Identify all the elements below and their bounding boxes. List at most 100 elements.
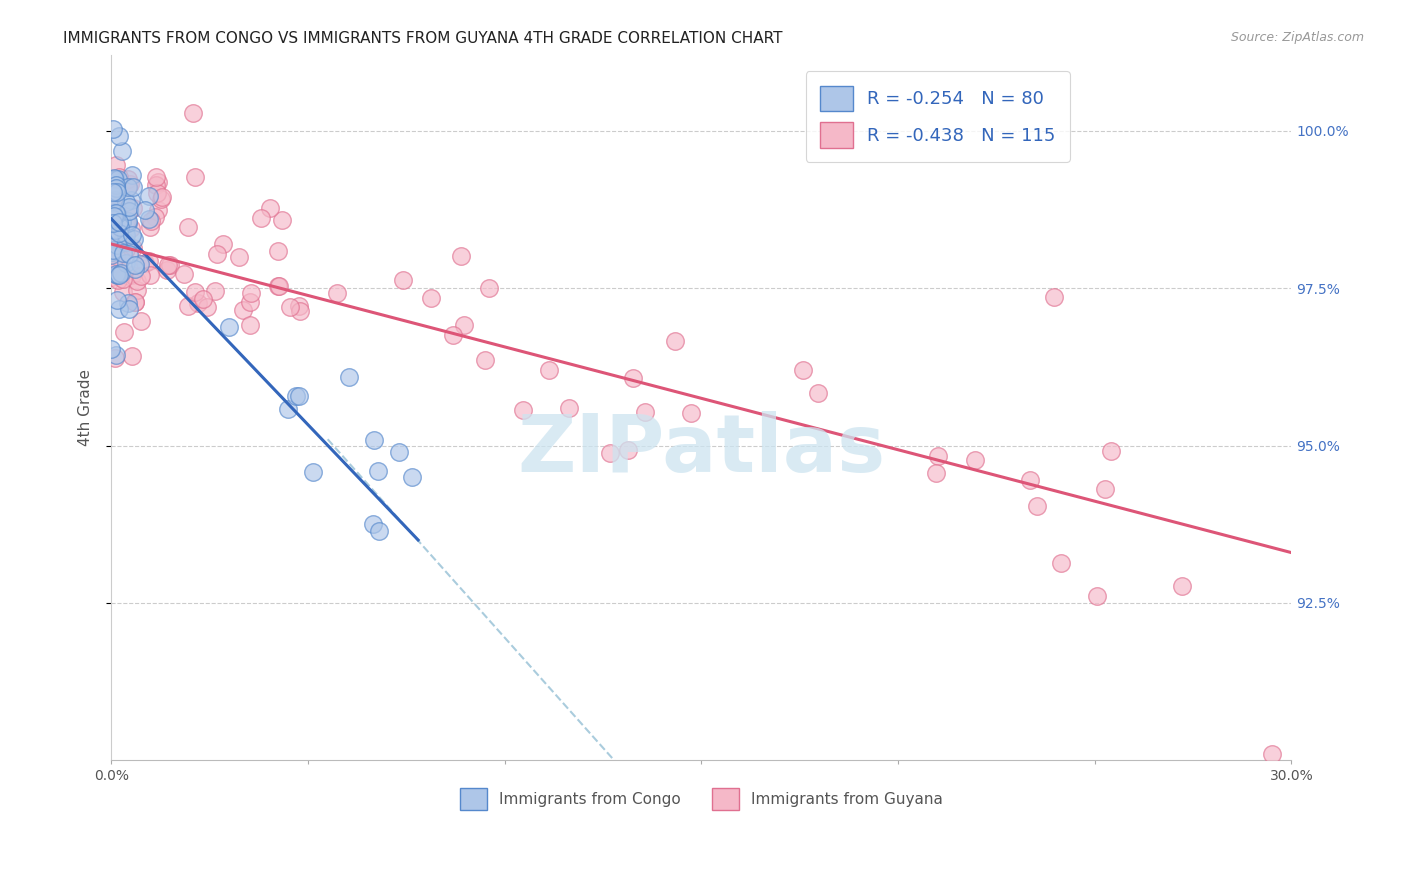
- Point: [121, 241, 143, 255]
- Point: [239, 318, 262, 332]
- Point: [117, 180, 139, 194]
- Point: [388, 445, 411, 459]
- Point: [664, 334, 686, 348]
- Point: [100, 247, 122, 261]
- Point: [146, 175, 169, 189]
- Point: [103, 212, 125, 227]
- Point: [112, 325, 135, 339]
- Point: [101, 202, 124, 216]
- Point: [107, 228, 129, 243]
- Point: [267, 279, 290, 293]
- Point: [681, 406, 703, 420]
- Point: [117, 171, 139, 186]
- Point: [129, 269, 152, 284]
- Point: [100, 244, 122, 259]
- Point: [103, 228, 125, 243]
- Point: [288, 299, 311, 313]
- Point: [287, 389, 309, 403]
- Point: [107, 172, 129, 186]
- Point: [228, 250, 250, 264]
- Point: [267, 244, 290, 258]
- Point: [450, 249, 472, 263]
- Point: [124, 295, 146, 310]
- Point: [302, 465, 325, 479]
- Point: [121, 349, 143, 363]
- Point: [240, 286, 263, 301]
- Point: [110, 235, 132, 250]
- Point: [134, 255, 156, 269]
- Point: [103, 187, 125, 202]
- Point: [1094, 482, 1116, 496]
- Point: [115, 213, 138, 227]
- Point: [101, 122, 124, 136]
- Point: [259, 201, 281, 215]
- Point: [107, 238, 129, 252]
- Point: [104, 262, 127, 277]
- Point: [110, 266, 132, 280]
- Point: [441, 327, 464, 342]
- Point: [105, 207, 128, 221]
- Point: [1260, 747, 1282, 761]
- Point: [239, 295, 262, 310]
- Point: [104, 181, 127, 195]
- Point: [103, 186, 125, 200]
- Point: [101, 206, 124, 220]
- Point: [138, 211, 160, 226]
- Point: [1171, 578, 1194, 592]
- Point: [150, 192, 173, 206]
- Point: [108, 216, 131, 230]
- Point: [115, 227, 138, 242]
- Point: [105, 181, 128, 195]
- Point: [925, 467, 948, 481]
- Point: [125, 275, 148, 289]
- Point: [623, 371, 645, 385]
- Point: [112, 241, 135, 255]
- Point: [104, 351, 127, 365]
- Point: [114, 256, 136, 270]
- Point: [1085, 589, 1108, 603]
- Point: [112, 271, 135, 285]
- Point: [146, 202, 169, 217]
- Point: [104, 176, 127, 190]
- Point: [143, 210, 166, 224]
- Point: [103, 171, 125, 186]
- Text: Source: ZipAtlas.com: Source: ZipAtlas.com: [1230, 31, 1364, 45]
- Point: [107, 185, 129, 199]
- Point: [114, 235, 136, 250]
- Point: [120, 220, 142, 235]
- Point: [267, 278, 290, 293]
- Point: [117, 180, 139, 194]
- Point: [278, 300, 301, 314]
- Point: [212, 236, 235, 251]
- Point: [108, 244, 131, 258]
- Point: [118, 203, 141, 218]
- Point: [367, 524, 389, 538]
- Point: [512, 402, 534, 417]
- Point: [103, 193, 125, 207]
- Point: [100, 342, 122, 356]
- Point: [184, 169, 207, 184]
- Point: [117, 301, 139, 316]
- Point: [117, 214, 139, 228]
- Point: [112, 245, 135, 260]
- Point: [284, 389, 307, 403]
- Point: [111, 285, 134, 299]
- Point: [107, 268, 129, 282]
- Point: [104, 172, 127, 186]
- Point: [127, 283, 149, 297]
- Point: [103, 196, 125, 211]
- Point: [124, 261, 146, 276]
- Point: [108, 301, 131, 316]
- Point: [187, 296, 209, 310]
- Point: [270, 212, 292, 227]
- Point: [1043, 289, 1066, 303]
- Point: [1049, 557, 1071, 571]
- Point: [103, 217, 125, 231]
- Point: [122, 201, 145, 215]
- Point: [474, 353, 496, 368]
- Point: [218, 319, 240, 334]
- Point: [453, 318, 475, 333]
- Point: [181, 105, 204, 120]
- Point: [108, 169, 131, 184]
- Point: [114, 194, 136, 209]
